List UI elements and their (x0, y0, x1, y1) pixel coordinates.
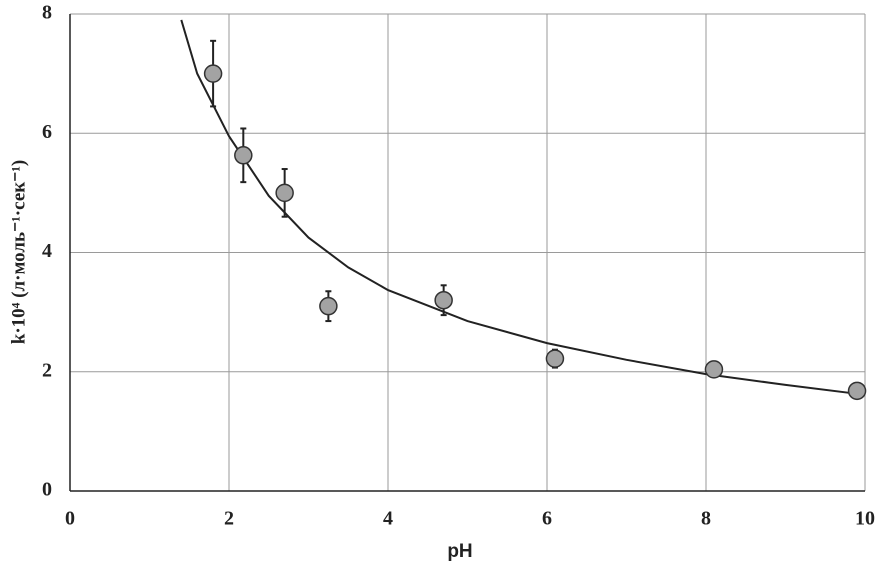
data-point (545, 349, 565, 368)
x-tick-label: 10 (855, 508, 875, 530)
data-point (847, 381, 867, 401)
y-tick-label: 6 (42, 121, 52, 143)
data-point (704, 360, 724, 379)
y-tick-label: 0 (42, 479, 52, 501)
y-tick-label: 4 (42, 240, 52, 262)
data-point (234, 146, 253, 165)
y-tick-label: 8 (42, 2, 52, 24)
x-tick-label: 4 (383, 508, 393, 530)
data-point (203, 64, 223, 83)
y-axis-label: k·10⁴ (л·моль⁻¹·сек⁻¹) (8, 160, 29, 344)
x-tick-label: 6 (542, 508, 552, 530)
data-point (434, 290, 453, 310)
y-tick-label: 2 (42, 359, 52, 381)
data-point (319, 296, 338, 316)
x-tick-label: 8 (701, 508, 711, 530)
x-tick-label: 0 (65, 508, 75, 530)
x-axis-label: pH (447, 541, 472, 562)
data-point (275, 183, 294, 203)
fit-curve (180, 19, 858, 395)
x-tick-label: 2 (224, 508, 234, 530)
